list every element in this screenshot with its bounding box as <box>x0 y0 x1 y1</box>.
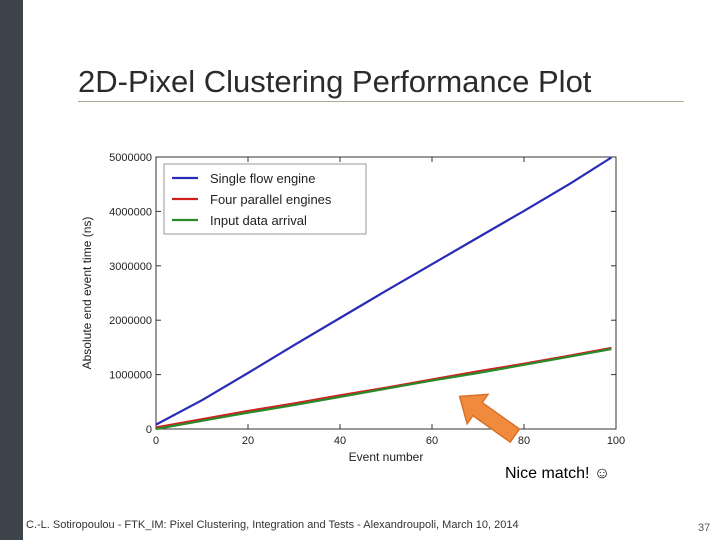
x-tick-label: 100 <box>607 435 625 447</box>
left-accent-bar <box>0 0 23 540</box>
x-tick-label: 60 <box>426 435 438 447</box>
x-tick-label: 0 <box>153 435 159 447</box>
legend-label-3: Input data arrival <box>210 213 307 228</box>
y-axis-label: Absolute end event time (ns) <box>80 217 94 370</box>
performance-chart: 0 20 40 60 80 100 0 1000000 2000000 3000000 400000… <box>80 152 625 464</box>
y-tick-label: 1000000 <box>109 370 152 382</box>
y-tick-label: 3000000 <box>109 261 152 273</box>
legend-label-2: Four parallel engines <box>210 192 332 207</box>
slide-title: 2D-Pixel Clustering Performance Plot <box>78 64 684 102</box>
y-tick-label: 0 <box>146 424 152 436</box>
page-number: 37 <box>698 522 711 534</box>
annotation-text: Nice match! ☺ <box>505 465 611 482</box>
y-tick-label: 2000000 <box>109 315 152 327</box>
x-tick-label: 20 <box>242 435 254 447</box>
series-line-1 <box>155 156 612 426</box>
x-axis-label: Event number <box>349 450 424 464</box>
annotation-arrow <box>458 393 521 444</box>
series-line-3 <box>155 347 612 431</box>
footer-text: C.-L. Sotiropoulou - FTK_IM: Pixel Clust… <box>26 519 519 531</box>
x-tick-label: 80 <box>518 435 530 447</box>
y-tick-label: 4000000 <box>109 206 152 218</box>
y-tick-label: 5000000 <box>109 152 152 164</box>
x-tick-label: 40 <box>334 435 346 447</box>
legend-label-1: Single flow engine <box>210 171 316 186</box>
